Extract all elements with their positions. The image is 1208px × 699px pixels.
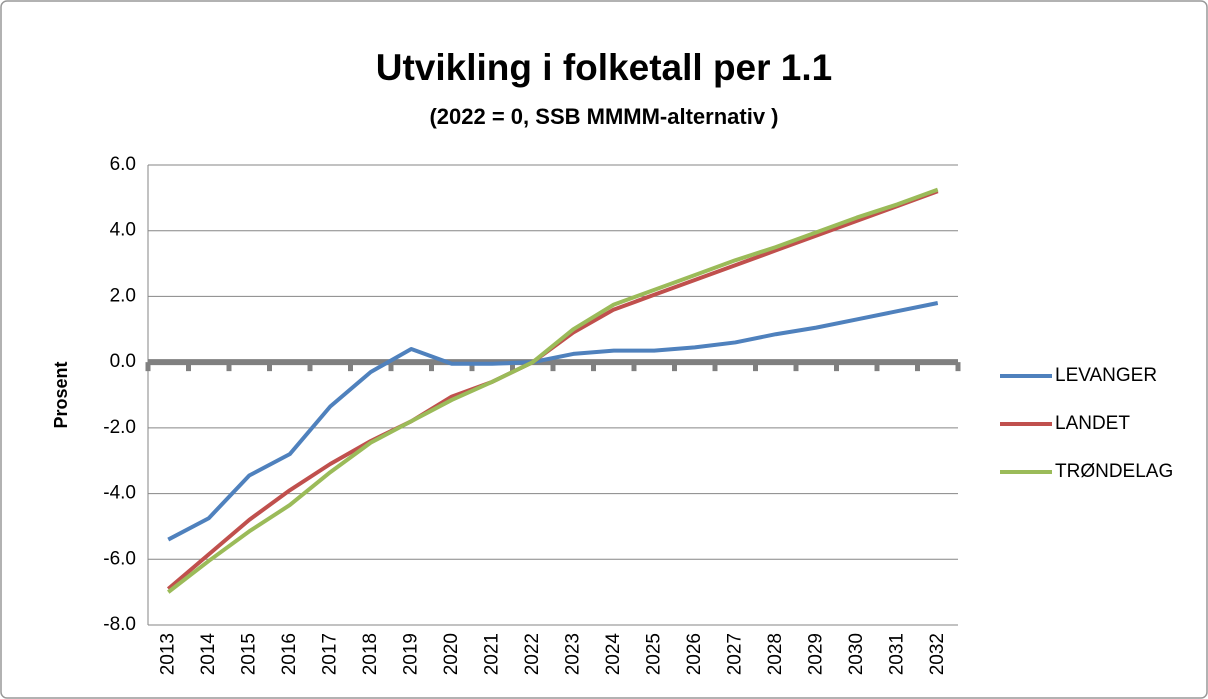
y-tick-label: -4.0 [103, 483, 136, 504]
y-tick-label: 2.0 [110, 285, 136, 306]
x-tick-label: 2018 [360, 633, 381, 675]
x-tick-label: 2022 [522, 633, 543, 675]
x-tick-label: 2032 [927, 633, 948, 675]
y-tick-label: -8.0 [103, 614, 136, 635]
chart-subtitle: (2022 = 0, SSB MMMM-alternativ ) [429, 104, 778, 129]
legend-label: LANDET [1055, 413, 1130, 434]
x-tick-label: 2017 [319, 633, 340, 675]
y-axis-title: Prosent [51, 361, 71, 428]
x-tick-label: 2014 [198, 633, 219, 676]
x-tick-label: 2028 [765, 633, 786, 675]
x-tick-label: 2015 [238, 633, 259, 675]
series-line [167, 187, 939, 594]
y-tick-label: 4.0 [110, 220, 136, 241]
x-tick-label: 2023 [562, 633, 583, 675]
x-tick-label: 2019 [400, 633, 421, 675]
x-tick-label: 2020 [441, 633, 462, 675]
x-tick-label: 2029 [805, 633, 826, 675]
y-tick-label: 6.0 [110, 154, 136, 175]
x-tick-label: 2013 [157, 633, 178, 675]
legend-label: TRØNDELAG [1055, 461, 1173, 482]
legend-label: LEVANGER [1055, 365, 1157, 386]
x-tick-label: 2030 [846, 633, 867, 675]
y-tick-label: -6.0 [103, 548, 136, 569]
x-tick-label: 2024 [603, 633, 624, 676]
x-tick-label: 2026 [684, 633, 705, 675]
y-tick-label: -2.0 [103, 417, 136, 438]
x-tick-label: 2021 [481, 633, 502, 675]
y-tick-label: 0.0 [110, 351, 136, 372]
chart-title: Utvikling i folketall per 1.1 [376, 47, 832, 88]
x-tick-label: 2027 [724, 633, 745, 675]
x-tick-label: 2016 [279, 633, 300, 675]
series-line [167, 301, 939, 542]
x-tick-label: 2025 [643, 633, 664, 675]
x-tick-label: 2031 [886, 633, 907, 675]
